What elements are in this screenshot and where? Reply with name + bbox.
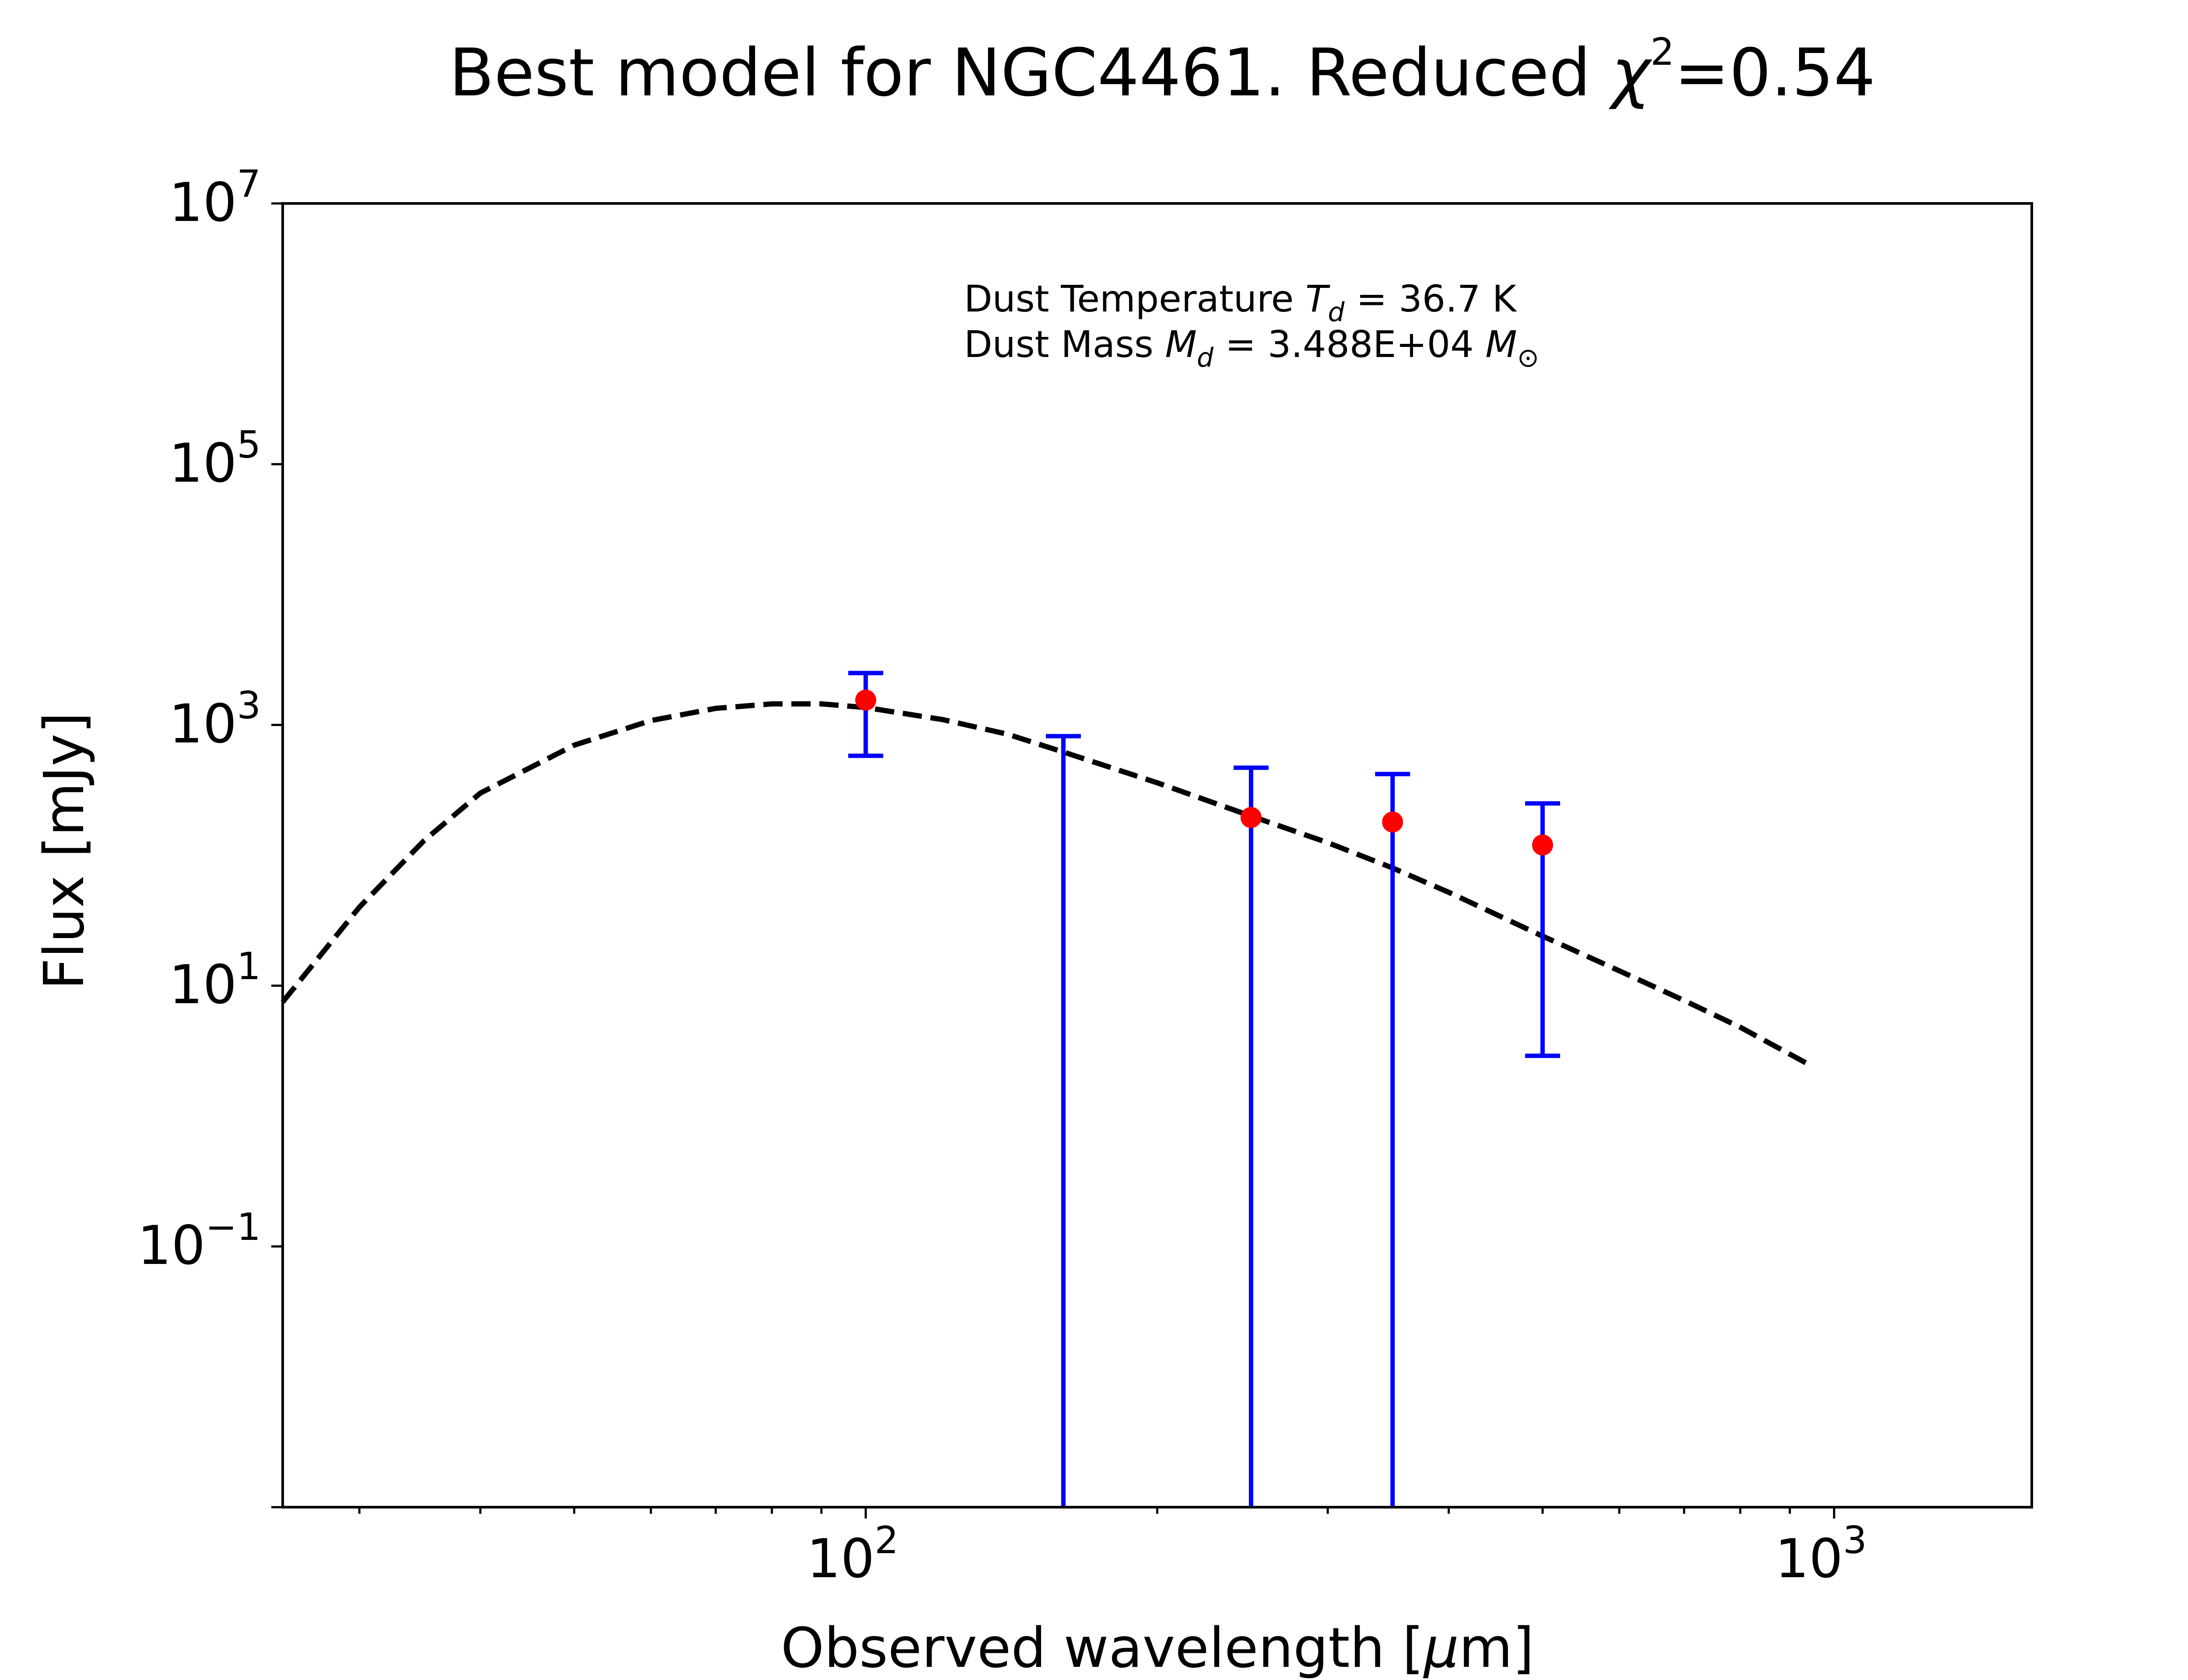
title-superscript: 2 — [1650, 30, 1674, 74]
x-tick-exp-1: 3 — [1843, 1519, 1867, 1562]
y-tick-base-4: 10 — [169, 172, 237, 234]
data-point-2 — [1240, 807, 1262, 828]
y-tick-label-1: 101 — [169, 945, 261, 1016]
x-tick-label-0: 102 — [806, 1519, 898, 1590]
annotation-dust-mass-prefix: Dust Mass — [964, 323, 1165, 366]
y-tick-base-2: 10 — [169, 693, 237, 755]
model-curve — [281, 701, 1814, 1069]
model-layer — [281, 701, 1814, 1069]
y-axis-label: Flux [mJy] — [32, 712, 96, 990]
y-tick-exp-0: −1 — [205, 1205, 261, 1249]
title-prefix: Best model for NGC4461. Reduced — [449, 35, 1612, 111]
data-point-3 — [1382, 811, 1403, 833]
marker-layer — [855, 690, 1553, 856]
annotation-dust-temperature-value: = 36.7 K — [1345, 277, 1518, 320]
x-axis-label: Observed wavelength [μm] — [781, 1616, 1534, 1680]
annotation-mass-symbol: M — [1165, 323, 1197, 366]
annotation-temperature-subscript: d — [1328, 297, 1345, 328]
x-axis-ticks: 102 103 — [358, 1507, 1867, 1590]
title-suffix: =0.54 — [1674, 35, 1876, 111]
y-tick-exp-4: 7 — [237, 162, 261, 206]
title-chi-symbol: χ — [1609, 35, 1653, 111]
plot-frame — [281, 202, 2033, 1508]
annotation-dust-mass-value: = 3.488E+04 — [1213, 323, 1485, 366]
y-tick-label-2: 103 — [169, 684, 261, 755]
y-tick-base-1: 10 — [169, 954, 237, 1016]
y-tick-label-3: 105 — [169, 423, 261, 494]
data-point-0 — [855, 690, 877, 711]
errorbar-layer — [848, 671, 1560, 1507]
y-tick-label-0: 10−1 — [137, 1205, 261, 1277]
y-tick-exp-1: 1 — [237, 945, 261, 988]
y-tick-exp-3: 5 — [237, 423, 261, 467]
annotation-dust-temperature-prefix: Dust Temperature — [964, 277, 1305, 320]
annotation-dust-mass: Dust Mass Md = 3.488E+04 M⊙ — [964, 323, 1539, 373]
x-tick-base-1: 10 — [1775, 1528, 1843, 1590]
annotation-mass-subscript: d — [1197, 343, 1214, 373]
y-tick-label-4: 107 — [169, 162, 261, 234]
y-tick-base-3: 10 — [169, 432, 237, 494]
chart-title: Best model for NGC4461. Reduced χ2=0.54 — [449, 30, 1876, 111]
x-axis-label-suffix: m] — [1459, 1616, 1534, 1680]
x-tick-base-0: 10 — [806, 1528, 874, 1590]
annotation-block: Dust Temperature Td = 36.7 K Dust Mass M… — [964, 277, 1539, 373]
annotation-temperature-symbol: T — [1305, 277, 1330, 320]
x-tick-exp-0: 2 — [875, 1519, 899, 1562]
x-tick-label-1: 103 — [1775, 1519, 1867, 1590]
annotation-solar-subscript: ⊙ — [1517, 343, 1539, 373]
annotation-solar-mass-symbol: M — [1485, 323, 1517, 366]
y-tick-base-0: 10 — [137, 1214, 205, 1277]
x-axis-label-prefix: Observed wavelength [ — [781, 1616, 1424, 1680]
data-point-4 — [1532, 834, 1553, 856]
y-tick-exp-2: 3 — [237, 684, 261, 728]
x-axis-label-mu: μ — [1423, 1616, 1459, 1680]
annotation-dust-temperature: Dust Temperature Td = 36.7 K — [964, 277, 1517, 328]
